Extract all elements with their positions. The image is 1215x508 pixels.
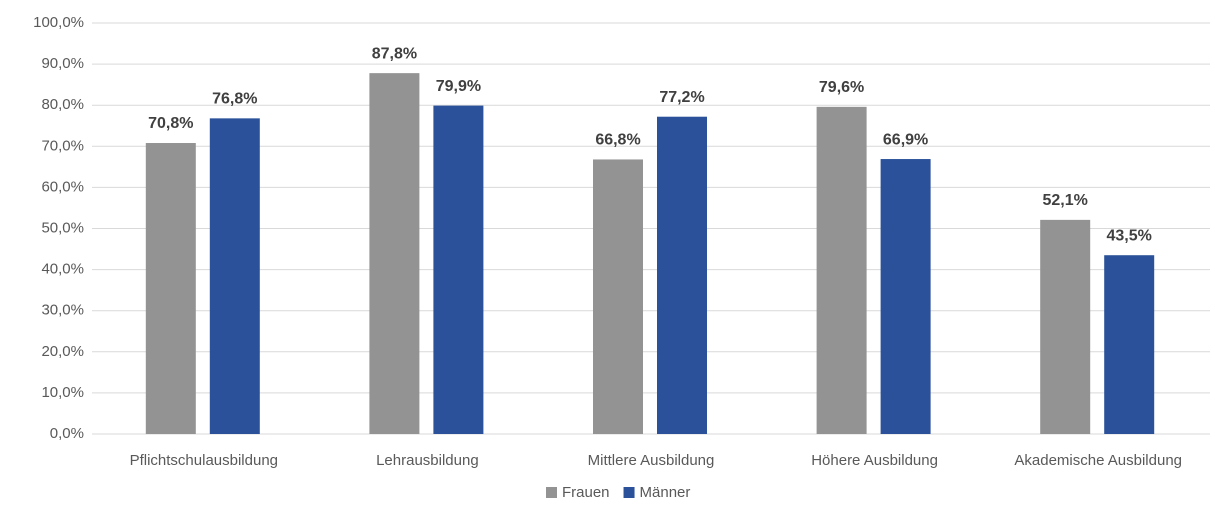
bar xyxy=(145,143,196,434)
legend-label: Frauen xyxy=(562,484,610,501)
value-label: 79,6% xyxy=(819,79,864,96)
y-tick-label: 100,0% xyxy=(33,14,84,31)
y-tick-label: 0,0% xyxy=(50,425,84,442)
value-label: 70,8% xyxy=(148,115,193,132)
x-tick-label: Pflichtschulausbildung xyxy=(130,452,278,469)
bar xyxy=(1040,219,1091,434)
bar xyxy=(880,159,931,434)
value-label: 76,8% xyxy=(212,91,257,108)
y-tick-label: 80,0% xyxy=(41,96,84,113)
value-label: 77,2% xyxy=(659,89,704,106)
y-tick-label: 60,0% xyxy=(41,178,84,195)
y-tick-label: 50,0% xyxy=(41,219,84,236)
value-label: 52,1% xyxy=(1043,192,1088,209)
y-tick-label: 40,0% xyxy=(41,261,84,278)
bar xyxy=(657,116,707,434)
legend-swatch xyxy=(546,487,557,498)
y-tick-label: 30,0% xyxy=(41,302,84,319)
y-tick-label: 20,0% xyxy=(41,343,84,360)
bar xyxy=(816,106,867,435)
legend-label: Männer xyxy=(640,484,691,501)
bar xyxy=(369,73,420,434)
x-tick-label: Akademische Ausbildung xyxy=(1014,452,1182,469)
bar xyxy=(209,118,260,435)
value-label: 79,9% xyxy=(436,78,481,95)
y-tick-label: 90,0% xyxy=(41,55,84,72)
bar xyxy=(433,105,484,435)
value-label: 43,5% xyxy=(1107,227,1152,244)
bar xyxy=(1104,255,1155,434)
x-tick-label: Höhere Ausbildung xyxy=(811,452,938,469)
x-tick-label: Mittlere Ausbildung xyxy=(588,452,715,469)
value-label: 87,8% xyxy=(372,45,417,62)
value-label: 66,8% xyxy=(595,132,640,149)
y-tick-label: 70,0% xyxy=(41,137,84,154)
legend-swatch xyxy=(623,487,635,498)
bar xyxy=(593,159,643,434)
x-tick-label: Lehrausbildung xyxy=(376,452,479,469)
y-tick-label: 10,0% xyxy=(41,384,84,401)
value-label: 66,9% xyxy=(883,131,928,148)
